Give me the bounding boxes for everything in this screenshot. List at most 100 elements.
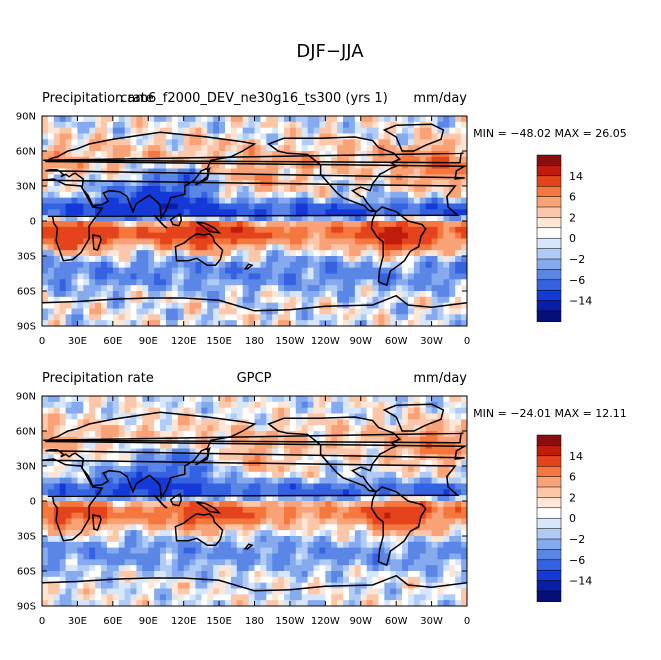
field-cell bbox=[165, 186, 173, 193]
field-cell bbox=[142, 267, 149, 275]
field-cell bbox=[160, 279, 167, 286]
field-cell bbox=[136, 466, 143, 473]
field-cell bbox=[366, 436, 374, 444]
field-cell bbox=[272, 244, 279, 251]
field-cell bbox=[396, 273, 403, 280]
field-cell bbox=[160, 267, 167, 275]
field-cell bbox=[354, 197, 362, 205]
field-cell bbox=[419, 250, 427, 257]
field-cell bbox=[461, 121, 467, 129]
field-cell bbox=[207, 221, 214, 228]
field-cell bbox=[343, 541, 350, 549]
field-cell bbox=[165, 302, 173, 310]
field-cell bbox=[254, 547, 261, 555]
field-cell bbox=[272, 565, 279, 572]
field-cell bbox=[130, 431, 138, 438]
field-cell bbox=[124, 186, 132, 193]
field-cell bbox=[455, 116, 462, 123]
field-cell bbox=[59, 559, 67, 566]
field-cell bbox=[260, 396, 267, 403]
field-cell bbox=[65, 547, 73, 555]
field-cell bbox=[112, 565, 120, 572]
field-cell bbox=[284, 221, 291, 228]
field-cell bbox=[455, 267, 462, 275]
field-cell bbox=[154, 221, 161, 228]
field-cell bbox=[437, 209, 444, 216]
field-cell bbox=[348, 145, 356, 152]
field-cell bbox=[142, 460, 149, 467]
field-cell bbox=[331, 518, 338, 525]
field-cell bbox=[95, 226, 102, 234]
field-cell bbox=[224, 518, 232, 525]
field-cell bbox=[189, 291, 197, 298]
field-cell bbox=[118, 541, 126, 549]
field-cell bbox=[343, 221, 350, 228]
field-cell bbox=[165, 244, 173, 251]
field-cell bbox=[165, 296, 173, 304]
field-cell bbox=[242, 407, 250, 415]
field-cell bbox=[254, 215, 261, 222]
coastlines bbox=[42, 123, 467, 312]
field-cell bbox=[130, 401, 138, 409]
field-cell bbox=[366, 530, 374, 537]
field-cell bbox=[148, 121, 155, 129]
field-cell bbox=[348, 431, 356, 438]
field-cell bbox=[390, 209, 397, 216]
field-cell bbox=[165, 238, 173, 245]
field-cell bbox=[437, 273, 444, 280]
field-cell bbox=[242, 285, 250, 292]
field-cell bbox=[219, 267, 226, 275]
field-cell bbox=[366, 221, 374, 228]
field-cell bbox=[47, 501, 55, 508]
field-cell bbox=[343, 232, 350, 240]
field-cell bbox=[53, 203, 61, 210]
field-cell bbox=[266, 226, 273, 234]
field-cell bbox=[83, 121, 90, 129]
field-cell bbox=[313, 279, 321, 286]
field-cell bbox=[354, 483, 362, 490]
field-cell bbox=[148, 477, 155, 485]
field-cell bbox=[213, 232, 220, 240]
field-cell bbox=[384, 296, 391, 304]
field-cell bbox=[248, 238, 256, 245]
field-cell bbox=[189, 442, 197, 450]
field-cell bbox=[219, 483, 226, 490]
field-cell bbox=[47, 483, 55, 490]
field-cell bbox=[413, 571, 421, 578]
field-cell bbox=[307, 576, 315, 584]
field-cell bbox=[77, 145, 84, 152]
field-cell bbox=[449, 407, 456, 415]
field-cell bbox=[272, 320, 279, 326]
field-cell bbox=[248, 302, 256, 310]
field-cell bbox=[195, 291, 202, 298]
field-cell bbox=[284, 215, 291, 222]
field-cell bbox=[171, 279, 179, 286]
field-cell bbox=[213, 495, 220, 502]
field-cell bbox=[384, 396, 391, 403]
precip-field bbox=[42, 396, 467, 606]
field-cell bbox=[59, 296, 67, 304]
field-cell bbox=[65, 401, 73, 409]
field-cell bbox=[343, 226, 350, 234]
field-cell bbox=[266, 466, 273, 473]
field-cell bbox=[284, 512, 291, 520]
field-cell bbox=[289, 518, 297, 525]
field-cell bbox=[337, 121, 344, 129]
field-cell bbox=[112, 530, 120, 537]
field-cell bbox=[337, 133, 344, 140]
field-cell bbox=[189, 483, 197, 490]
field-cell bbox=[106, 209, 114, 216]
field-cell bbox=[236, 162, 244, 170]
field-cell bbox=[65, 285, 73, 292]
field-cell bbox=[419, 541, 427, 549]
field-cell bbox=[124, 401, 132, 409]
field-cell bbox=[325, 466, 332, 473]
field-cell bbox=[378, 139, 385, 146]
field-cell bbox=[331, 314, 338, 321]
field-cell bbox=[201, 431, 208, 438]
field-cell bbox=[425, 238, 433, 245]
field-cell bbox=[331, 116, 338, 123]
field-cell bbox=[219, 448, 226, 455]
field-cell bbox=[337, 547, 344, 555]
field-cell bbox=[307, 203, 315, 210]
